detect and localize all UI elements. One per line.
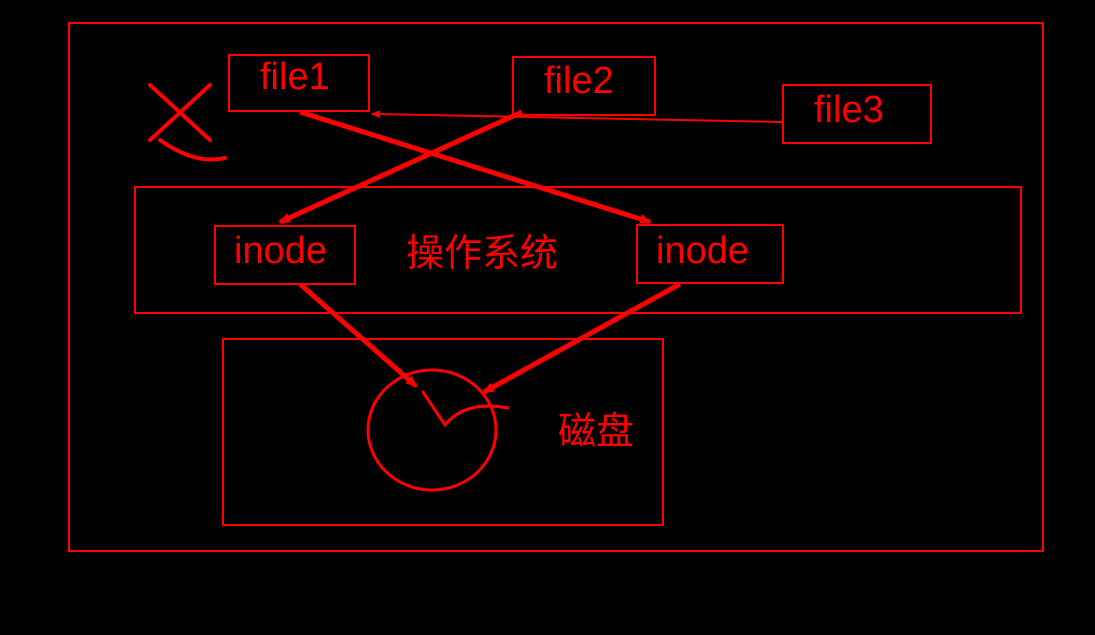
disk-label: 磁盘 [558, 400, 634, 455]
file2-label: file2 [544, 60, 614, 103]
file1-label: file1 [260, 56, 330, 99]
inode1-label: inode [234, 230, 327, 273]
os-label: 操作系统 [406, 222, 558, 277]
file3-label: file3 [814, 89, 884, 132]
inode2-label: inode [656, 230, 749, 273]
